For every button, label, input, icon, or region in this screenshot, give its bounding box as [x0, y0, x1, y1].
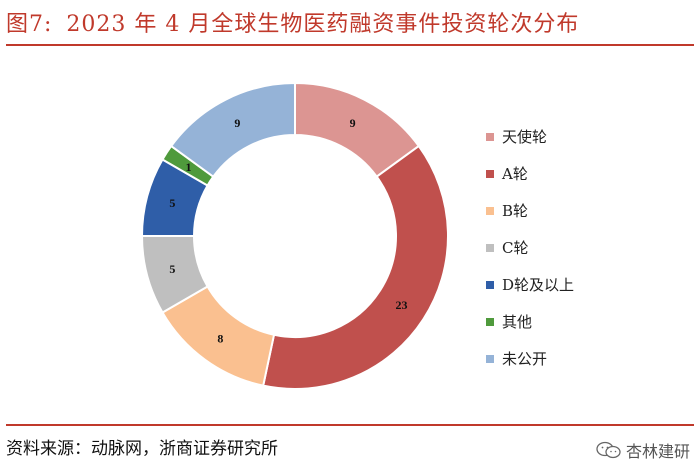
footer-rule [6, 424, 694, 426]
legend-swatch [486, 206, 494, 215]
data-label-B轮: 8 [217, 332, 223, 346]
legend-swatch [486, 169, 494, 178]
legend-swatch [486, 132, 494, 141]
watermark-text: 杏林建研 [625, 442, 690, 461]
legend-swatch [486, 280, 494, 289]
slice-A轮 [262, 144, 449, 390]
figure-title-text: 2023 年 4 月全球生物医药融资事件投资轮次分布 [66, 12, 580, 37]
legend-item-未公开: 未公开 [486, 340, 574, 377]
source-note: 资料来源：动脉网，浙商证券研究所 [6, 439, 278, 459]
legend-swatch [486, 243, 494, 252]
watermark: 杏林建研 [596, 438, 690, 462]
legend-item-D轮及以上: D轮及以上 [486, 266, 574, 303]
title-rule [6, 44, 694, 46]
slice-未公开 [169, 81, 296, 179]
data-label-C轮: 5 [169, 262, 175, 276]
legend-label: 未公开 [502, 350, 548, 368]
legend-label: 天使轮 [502, 128, 548, 146]
legend-item-A轮: A轮 [486, 155, 574, 192]
legend-label: B轮 [502, 202, 529, 220]
data-label-D轮及以上: 5 [169, 196, 175, 210]
legend-swatch [486, 354, 494, 363]
figure-label: 图7: [6, 12, 53, 37]
chart-data-labels: 9 23 8 5 5 1 9 [169, 116, 407, 346]
chart-slices [140, 81, 449, 390]
wechat-icon [596, 441, 621, 459]
legend-label: A轮 [502, 165, 528, 183]
figure-title: 图7: 2023 年 4 月全球生物医药融资事件投资轮次分布 [6, 6, 579, 38]
donut-chart: 9 23 8 5 5 1 9 [140, 81, 449, 390]
legend-swatch [486, 317, 494, 326]
legend-item-C轮: C轮 [486, 229, 574, 266]
chart-legend: 天使轮 A轮 B轮 C轮 D轮及以上其他未公开 [486, 118, 574, 377]
legend-label: C轮 [502, 239, 529, 257]
legend-label: D轮及以上 [502, 276, 575, 294]
data-label-其他: 1 [185, 160, 191, 174]
data-label-A轮: 23 [396, 298, 408, 312]
legend-label: 其他 [502, 313, 533, 331]
data-label-天使轮: 9 [350, 116, 356, 130]
legend-item-天使轮: 天使轮 [486, 118, 574, 155]
data-label-未公开: 9 [234, 116, 240, 130]
legend-item-B轮: B轮 [486, 192, 574, 229]
legend-item-其他: 其他 [486, 303, 574, 340]
